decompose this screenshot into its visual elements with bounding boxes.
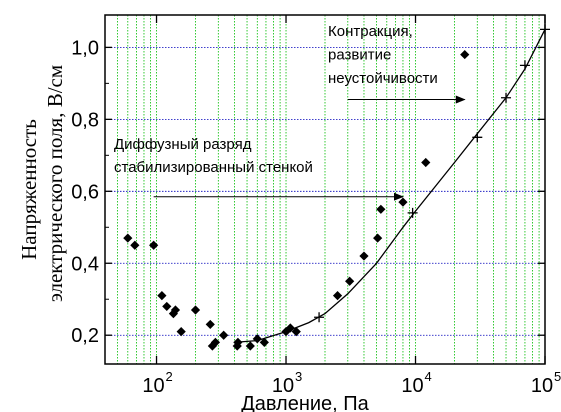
diamond-marker [245,341,255,351]
y-gridlines [105,46,545,336]
diamond-marker [162,301,172,312]
annotation-line: Диффузный разряд [114,136,252,153]
y-axis-title-line-1: Напряженность [17,119,41,260]
x-tick-label-base: 10 [531,375,553,397]
diamond-marker [219,330,229,340]
diamond-marker [205,319,215,330]
diamond-marker [176,327,186,337]
y-tick-label: 0,8 [71,109,99,131]
diamond-marker [373,233,383,243]
diamond-marker [252,334,262,344]
x-tick-label: 10 4 [401,369,431,397]
diamond-marker [291,327,301,337]
diamond-marker [376,204,386,214]
x-tick-label-exponent: 4 [425,369,432,384]
diamond-marker [285,323,295,333]
diamond-marker [259,337,269,348]
diamond-marker [398,197,408,207]
x-tick-labels: 10 2 10 3 10 4 10 5 [142,369,561,397]
x-tick-label: 10 5 [531,369,561,397]
annotation-line: неустойчивости [328,70,438,87]
plus-marker [407,207,418,218]
y-tick-label: 0,6 [71,181,99,203]
plus-marker [519,60,530,71]
y-tick-label: 1,0 [71,37,99,59]
x-tick-label-exponent: 3 [295,369,302,384]
y-tick-label: 0,4 [71,253,99,275]
diamond-marker [421,157,431,168]
diamond-marker [460,49,470,60]
x-tick-label-base: 10 [272,375,294,397]
axis-ticks [105,15,546,364]
plus-marker [314,312,325,323]
x-tick-label: 10 3 [272,369,302,397]
x-gridlines [104,15,546,364]
plus-marker [540,24,550,35]
diamond-marker [332,291,343,301]
y-tick-label: 0,2 [71,325,99,347]
diamond-marker [130,240,140,250]
annotations: Контракция, развитие неустойчивости Диффузн… [114,23,466,201]
data-markers [123,24,550,351]
x-tick-label-exponent: 5 [554,369,561,384]
diamond-marker [170,305,181,315]
plus-marker [501,92,512,103]
x-axis-title: Давление, Па [241,393,369,412]
diamond-marker [359,251,369,261]
plot-frame [104,14,546,365]
annotation-line: Контракция, [328,23,413,40]
x-tick-label-exponent: 2 [166,369,173,384]
diamond-marker [210,337,221,348]
diamond-marker [345,276,355,286]
diamond-marker [123,233,133,243]
y-axis-title-line-2: электрического поля, В/см [43,65,67,302]
x-tick-label-base: 10 [142,375,164,397]
plus-marker [472,132,483,143]
annotation-line: развитие [328,47,391,64]
diamond-marker [157,291,167,301]
x-tick-label: 10 2 [142,369,172,397]
x-tick-label-base: 10 [401,375,423,397]
diamond-marker [149,240,159,250]
y-tick-labels: 0,2 0,4 0,6 0,8 1,0 [71,37,99,347]
annotation-line: стабилизированный стенкой [114,159,313,176]
diamond-marker [233,337,243,348]
diamond-marker [281,327,291,337]
annotation: Контракция, развитие неустойчивости [328,23,466,104]
diamond-marker [168,309,179,319]
diamond-marker [190,305,201,315]
annotation: Диффузный разряд стабилизированный стенко… [114,136,404,201]
